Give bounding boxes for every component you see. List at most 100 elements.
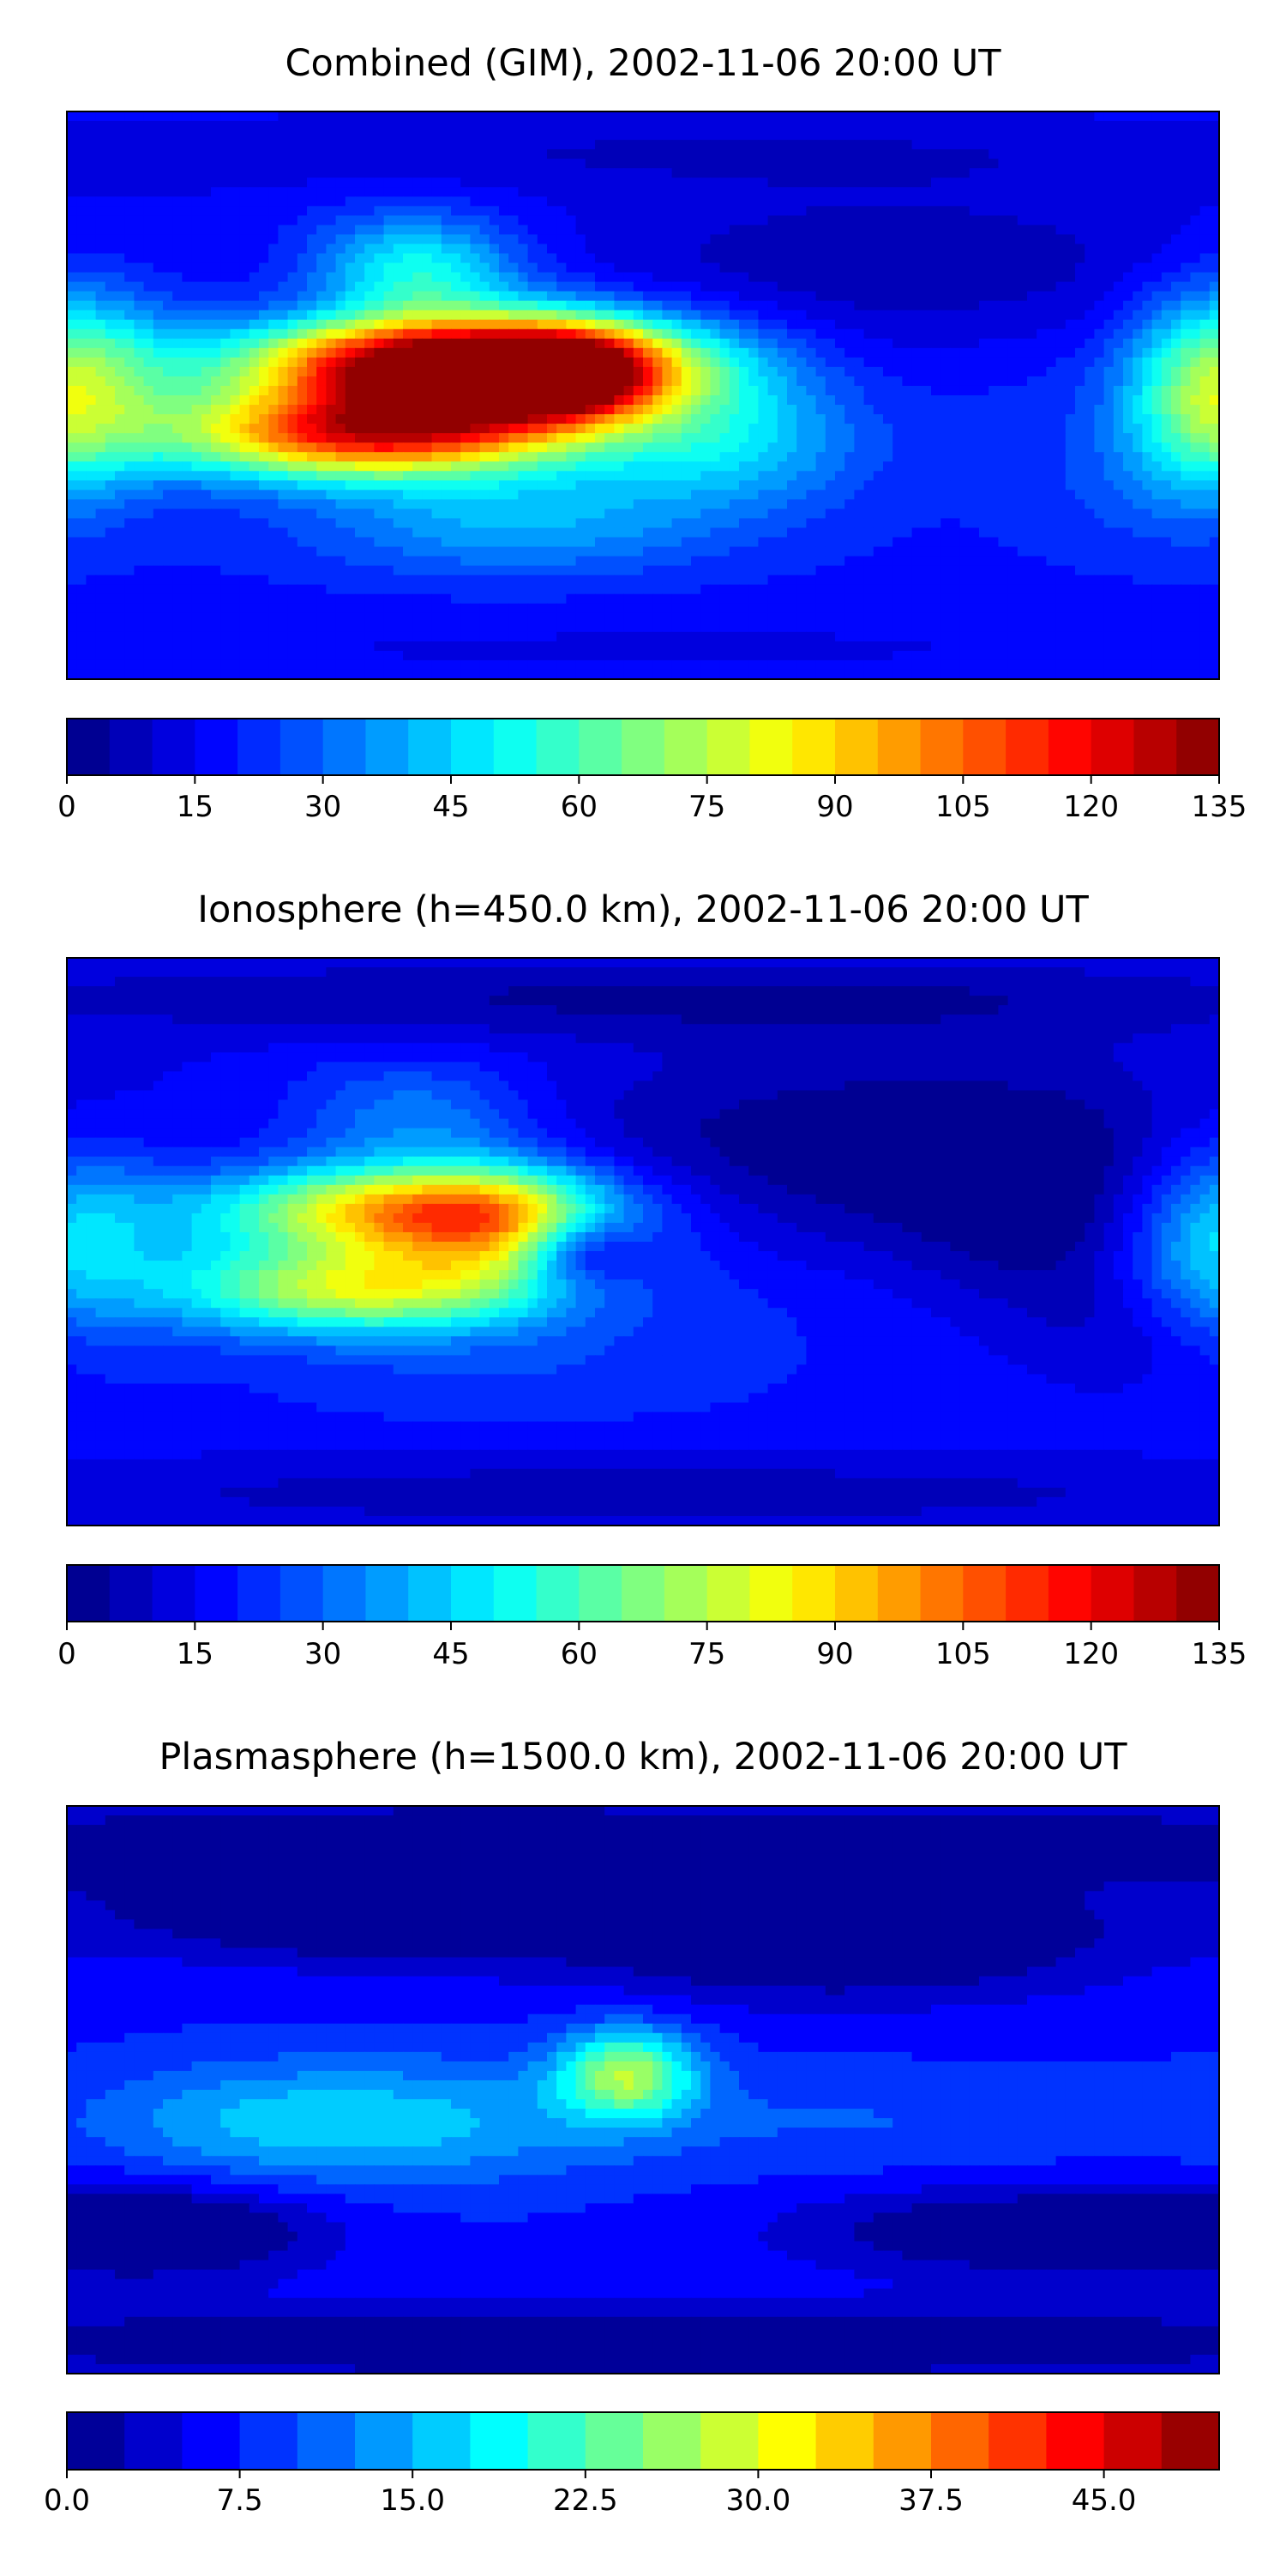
colorbar-level [622,1565,664,1622]
colorbar-tick-label: 0.0 [44,2483,90,2518]
colorbar-tick-label: 15 [177,1637,213,1671]
colorbar-level [749,719,792,775]
colorbar-level [280,719,323,775]
colorbar-level [494,719,537,775]
colorbar-tick-label: 120 [1063,790,1119,824]
colorbar-level [664,719,707,775]
colorbar-level [1162,2412,1220,2470]
colorbar-tick-label: 135 [1192,790,1247,824]
colorbar-level [963,1565,1006,1622]
colorbar-level [240,2412,298,2470]
panel-title: Plasmasphere (h=1500.0 km), 2002-11-06 2… [159,1736,1127,1779]
colorbar-tick-label: 135 [1192,1637,1247,1671]
colorbar-level [110,1565,153,1622]
colorbar-tick-label: 90 [816,1637,853,1671]
colorbar-tick-label: 22.5 [553,2483,618,2518]
colorbar-tick-label: 7.5 [217,2483,263,2518]
map-field [67,1806,1220,2374]
colorbar-level [874,2412,932,2470]
colorbar-level [110,719,153,775]
map-field [67,111,1220,680]
panel-title: Ionosphere (h=450.0 km), 2002-11-06 20:0… [197,888,1089,931]
colorbar-level [643,2412,701,2470]
colorbar-tick-label: 75 [688,1637,725,1671]
colorbar-level [1104,2412,1163,2470]
colorbar-tick-label: 15 [177,790,213,824]
colorbar-level [237,1565,280,1622]
colorbar-level [365,1565,408,1622]
colorbar-level [323,1565,366,1622]
colorbar-level [586,2412,644,2470]
colorbar-level [323,719,366,775]
colorbar-level [921,719,964,775]
colorbar-level [707,1565,750,1622]
colorbar-level [365,719,408,775]
colorbar-tick-label: 30 [304,1637,341,1671]
colorbar-level [408,1565,451,1622]
colorbar-tick-label: 60 [561,790,598,824]
colorbar-level [792,719,835,775]
colorbar-level [537,1565,580,1622]
colorbar-level [579,719,622,775]
colorbar-tick-label: 105 [935,1637,991,1671]
colorbar-level [931,2412,989,2470]
colorbar-level [297,2412,356,2470]
colorbar-tick-label: 45 [432,1637,469,1671]
colorbar-level [67,2412,125,2470]
colorbar-level [412,2412,471,2470]
colorbar-level [963,719,1006,775]
panel-2: Ionosphere (h=450.0 km), 2002-11-06 20:0… [57,888,1247,1671]
colorbar-level [67,1565,110,1622]
colorbar-level [664,1565,707,1622]
colorbar-level [1176,1565,1219,1622]
colorbar-level [537,719,580,775]
colorbar-level [182,2412,240,2470]
colorbar-level [707,719,750,775]
colorbar-level [816,2412,874,2470]
colorbar-level [470,2412,528,2470]
colorbar-level [622,719,664,775]
colorbar-tick-label: 37.5 [898,2483,964,2518]
colorbar-level [1133,719,1176,775]
colorbar-tick-label: 30.0 [726,2483,791,2518]
colorbar-level [921,1565,964,1622]
map-field [67,958,1220,1526]
colorbar-tick-label: 75 [688,790,725,824]
colorbar-tick-label: 15.0 [380,2483,445,2518]
colorbar-level [195,1565,237,1622]
colorbar-level [408,719,451,775]
colorbar-level [355,2412,413,2470]
colorbar-level [1176,719,1219,775]
colorbar-tick-label: 90 [816,790,853,824]
colorbar-tick-label: 60 [561,1637,598,1671]
colorbar-level [153,1565,195,1622]
panel-3: Plasmasphere (h=1500.0 km), 2002-11-06 2… [44,1736,1220,2518]
colorbar-level [451,1565,494,1622]
colorbar-level [67,719,110,775]
colorbar-level [153,719,195,775]
colorbar-level [1049,719,1091,775]
colorbar-tick-label: 105 [935,790,991,824]
colorbar-tick-label: 120 [1063,1637,1119,1671]
colorbar-level [1006,1565,1049,1622]
colorbar-level [1091,719,1134,775]
colorbar-level [749,1565,792,1622]
colorbar-tick-label: 45 [432,790,469,824]
colorbar-level [1049,1565,1091,1622]
colorbar-level [1091,1565,1134,1622]
colorbar-tick-label: 0 [57,790,76,824]
colorbar-level [528,2412,586,2470]
panel-title: Combined (GIM), 2002-11-06 20:00 UT [285,42,1001,85]
colorbar-level [1006,719,1049,775]
colorbar-level [700,2412,759,2470]
colorbar-level [195,719,237,775]
colorbar-level [451,719,494,775]
colorbar-level [1046,2412,1104,2470]
colorbar-level [989,2412,1047,2470]
colorbar-level [494,1565,537,1622]
